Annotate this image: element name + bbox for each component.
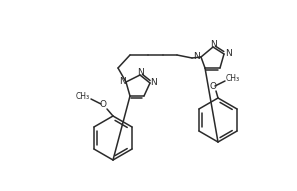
Text: O: O — [99, 100, 107, 108]
Text: N: N — [151, 78, 157, 87]
Text: N: N — [211, 40, 217, 49]
Text: O: O — [209, 82, 217, 91]
Text: CH₃: CH₃ — [226, 74, 240, 83]
Text: N: N — [194, 52, 200, 61]
Text: N: N — [120, 77, 127, 86]
Text: N: N — [226, 49, 232, 57]
Text: CH₃: CH₃ — [76, 91, 90, 100]
Text: N: N — [138, 67, 144, 77]
